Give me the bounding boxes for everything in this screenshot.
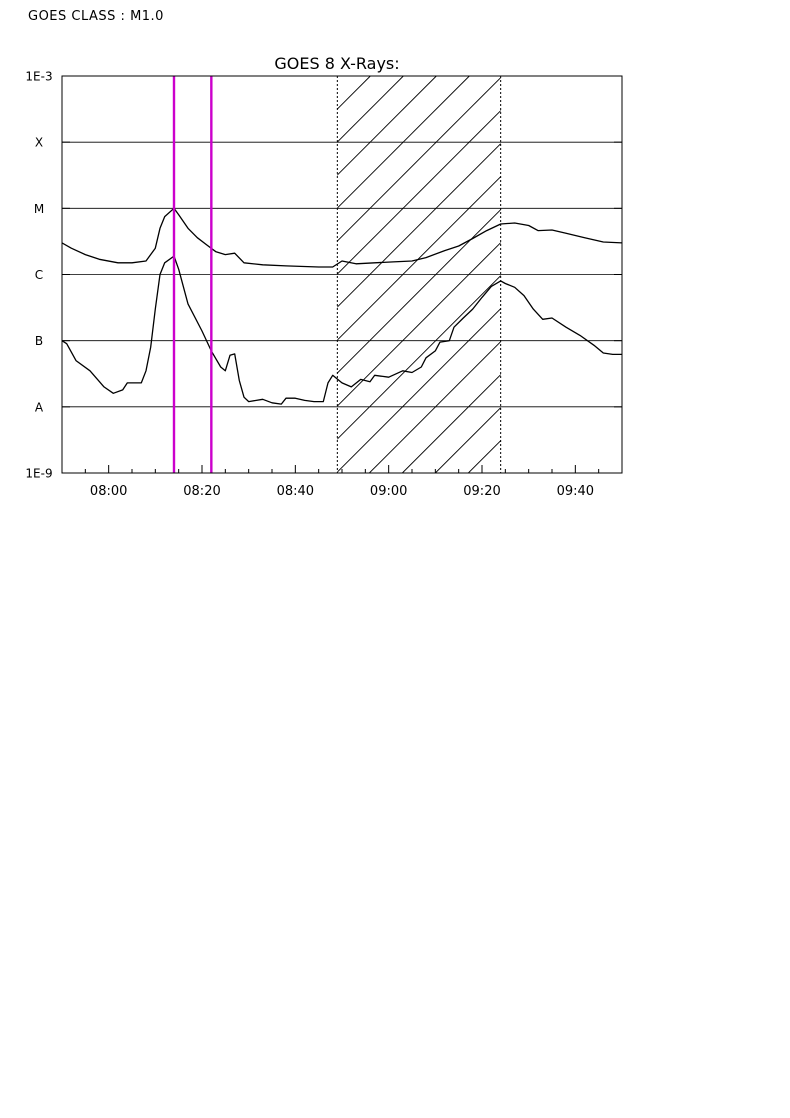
x-tick-label: 09:00 bbox=[370, 484, 407, 499]
series-line-2 bbox=[62, 255, 622, 405]
y-tick-label: C bbox=[35, 268, 43, 282]
x-tick-label: 08:20 bbox=[183, 484, 220, 499]
y-tick-label: A bbox=[35, 400, 44, 414]
x-tick-label: 08:40 bbox=[277, 484, 314, 499]
chart-title: GOES 8 X-Rays: bbox=[274, 54, 399, 73]
y-tick-label: 1E-9 bbox=[25, 467, 52, 481]
series-line-1 bbox=[62, 207, 622, 268]
x-tick-label: 09:20 bbox=[463, 484, 500, 499]
x-tick-label: 08:00 bbox=[90, 484, 127, 499]
goes-class-label: GOES CLASS : M1.0 bbox=[28, 9, 164, 24]
y-tick-label: M bbox=[34, 202, 44, 216]
y-tick-label: 1E-3 bbox=[25, 70, 52, 84]
x-tick-label: 09:40 bbox=[557, 484, 594, 499]
y-tick-label: B bbox=[35, 334, 43, 348]
y-tick-label: X bbox=[35, 136, 43, 150]
